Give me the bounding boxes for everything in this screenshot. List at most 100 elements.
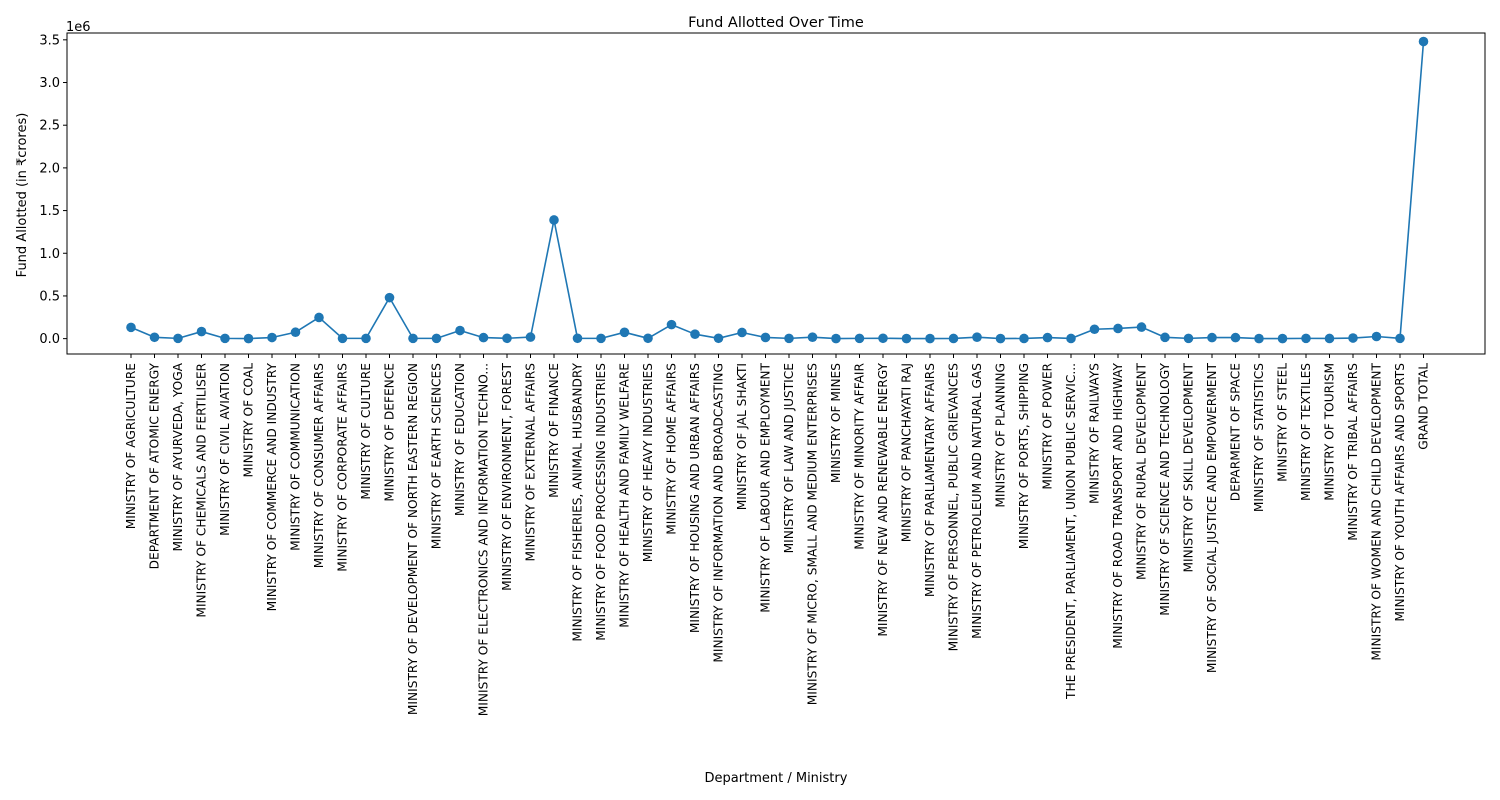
data-point bbox=[1371, 331, 1382, 342]
x-tick-label: MINISTRY OF MINORITY AFFAIR bbox=[853, 362, 867, 549]
data-point bbox=[220, 333, 230, 344]
data-point bbox=[737, 327, 747, 338]
x-tick-label: MINISTRY OF COMMERCE AND INDUSTRY bbox=[265, 362, 279, 611]
x-tick-label: MINISTRY OF ROAD TRANSPORT AND HIGHWAY bbox=[1111, 362, 1125, 648]
data-point bbox=[431, 333, 442, 344]
data-point bbox=[760, 332, 771, 343]
x-tick-label: MINISTRY OF PERSONNEL, PUBLIC GRIEVANCES bbox=[947, 363, 961, 652]
x-tick-label: MINISTRY OF CIVIL AVIATION bbox=[218, 363, 232, 536]
data-point bbox=[1089, 324, 1100, 335]
x-tick-label: MINISTRY OF HEAVY INDUSTRIES bbox=[641, 363, 655, 563]
data-point bbox=[1160, 332, 1170, 343]
data-point bbox=[243, 333, 254, 344]
data-point bbox=[455, 325, 465, 336]
data-point bbox=[713, 333, 724, 344]
x-tick-label: MINISTRY OF FOOD PROCESSING INDUSTRIES bbox=[594, 363, 608, 641]
x-tick-label: MINISTRY OF DEVELOPMENT OF NORTH EASTERN… bbox=[406, 363, 420, 715]
data-point bbox=[384, 292, 395, 303]
data-point bbox=[1301, 333, 1311, 344]
y-tick-label: 3.0 bbox=[39, 76, 60, 91]
data-point bbox=[1183, 333, 1194, 344]
data-point bbox=[502, 333, 512, 344]
x-tick-label: DEPARTMENT OF ATOMIC ENERGY bbox=[148, 362, 162, 569]
x-tick-label: MINISTRY OF HEALTH AND FAMILY WELFARE bbox=[618, 363, 632, 628]
y-tick-label: 3.5 bbox=[39, 33, 60, 48]
x-tick-label: THE PRESIDENT, PARLIAMENT, UNION PUBLIC … bbox=[1064, 363, 1078, 700]
data-point bbox=[173, 333, 183, 344]
x-tick-label: MINISTRY OF SCIENCE AND TECHNOLOGY bbox=[1158, 362, 1172, 615]
data-point bbox=[901, 333, 912, 344]
data-point bbox=[196, 326, 207, 337]
y-axis-multiplier-label: 1e6 bbox=[66, 20, 91, 35]
data-point bbox=[1324, 333, 1335, 344]
data-point bbox=[408, 333, 418, 344]
data-point bbox=[572, 333, 583, 344]
x-tick-label: MINISTRY OF SOCIAL JUSTICE AND EMPOWERME… bbox=[1205, 362, 1219, 673]
x-tick-label: MINISTRY OF FISHERIES, ANIMAL HUSBANDRY bbox=[571, 362, 585, 641]
data-point bbox=[1066, 333, 1076, 344]
x-tick-label: MINISTRY OF TEXTILES bbox=[1299, 363, 1313, 501]
data-point bbox=[831, 333, 841, 344]
plot-area-frame bbox=[66, 32, 1486, 355]
x-tick-label: MINISTRY OF EARTH SCIENCES bbox=[430, 363, 444, 549]
data-point bbox=[361, 333, 371, 344]
x-tick-label: MINISTRY OF EXTERNAL AFFAIRS bbox=[524, 363, 538, 562]
data-point bbox=[1042, 332, 1053, 343]
data-point bbox=[1254, 333, 1264, 344]
x-tick-label: MINISTRY OF TOURISM bbox=[1323, 363, 1337, 501]
data-point bbox=[525, 332, 536, 342]
data-point bbox=[878, 333, 888, 344]
x-tick-label: MINISTRY OF COAL bbox=[242, 363, 256, 478]
x-tick-label: MINISTRY OF LAW AND JUSTICE bbox=[782, 363, 796, 553]
x-tick-label: MINISTRY OF HOME AFFAIRS bbox=[665, 363, 679, 535]
data-point bbox=[126, 322, 136, 333]
data-point bbox=[619, 327, 630, 338]
x-tick-label: MINISTRY OF AYURVEDA, YOGA bbox=[171, 362, 185, 551]
x-tick-label: MINISTRY OF COMMUNICATION bbox=[289, 363, 303, 551]
chart-title: Fund Allotted Over Time bbox=[688, 15, 864, 31]
x-tick-label: MINISTRY OF CONSUMER AFFAIRS bbox=[312, 363, 326, 569]
data-point bbox=[807, 332, 818, 342]
data-point bbox=[1207, 332, 1217, 343]
x-tick-label: MINISTRY OF SKILL DEVELOPMENT bbox=[1182, 362, 1196, 572]
x-tick-label: MINISTRY OF NEW AND RENEWABLE ENERGY bbox=[876, 362, 890, 636]
data-point bbox=[1348, 333, 1358, 343]
x-tick-label: DEPARMENT OF SPACE bbox=[1229, 363, 1243, 501]
data-point bbox=[1113, 323, 1123, 334]
x-tick-label: MINISTRY OF JAL SHAKTI bbox=[735, 363, 749, 510]
x-tick-label: MINISTRY OF PORTS, SHIPPING bbox=[1017, 363, 1031, 549]
data-point bbox=[666, 319, 677, 330]
y-tick-label: 0.0 bbox=[39, 332, 60, 347]
x-tick-label: GRAND TOTAL bbox=[1417, 363, 1431, 450]
x-tick-label: MINISTRY OF PARLIAMENTARY AFFAIRS bbox=[923, 363, 937, 597]
x-tick-label: MINISTRY OF HOUSING AND URBAN AFFAIRS bbox=[688, 363, 702, 633]
data-point bbox=[948, 333, 959, 344]
x-tick-label: MINISTRY OF STATISTICS bbox=[1252, 363, 1266, 512]
x-tick-label: MINISTRY OF EDUCATION bbox=[453, 363, 467, 516]
data-point bbox=[1277, 333, 1288, 344]
x-axis-label: Department / Ministry bbox=[705, 771, 848, 786]
data-point bbox=[1395, 333, 1405, 344]
x-tick-label: MINISTRY OF ELECTRONICS AND INFORMATION … bbox=[477, 363, 491, 716]
data-point bbox=[1230, 332, 1241, 343]
y-axis-ticks: 0.0 0.5 1.0 1.5 2.0 2.5 3.0 3.5 bbox=[39, 33, 67, 347]
data-point bbox=[995, 333, 1006, 344]
data-point bbox=[549, 215, 559, 225]
x-tick-label: MINISTRY OF PLANNING bbox=[994, 363, 1008, 508]
y-axis-label: Fund Allotted (in ₹crores) bbox=[15, 113, 30, 278]
y-tick-label: 1.5 bbox=[39, 204, 60, 219]
series-fund-allotted bbox=[126, 36, 1429, 344]
x-tick-label: MINISTRY OF PETROLEUM AND NATURAL GAS bbox=[970, 363, 984, 639]
x-tick-label: MINISTRY OF CORPORATE AFFAIRS bbox=[336, 363, 350, 572]
x-tick-label: MINISTRY OF DEFENCE bbox=[383, 363, 397, 502]
data-point bbox=[854, 333, 865, 344]
x-tick-label: MINISTRY OF FINANCE bbox=[547, 363, 561, 498]
x-tick-label: MINISTRY OF STEEL bbox=[1276, 363, 1290, 482]
data-point bbox=[1136, 322, 1147, 332]
x-tick-label: MINISTRY OF WOMEN AND CHILD DEVELOPMENT bbox=[1370, 362, 1384, 660]
data-point bbox=[314, 312, 324, 323]
x-tick-label: MINISTRY OF CULTURE bbox=[359, 363, 373, 500]
x-tick-label: MINISTRY OF ENVIRONMENT, FOREST bbox=[500, 362, 514, 590]
